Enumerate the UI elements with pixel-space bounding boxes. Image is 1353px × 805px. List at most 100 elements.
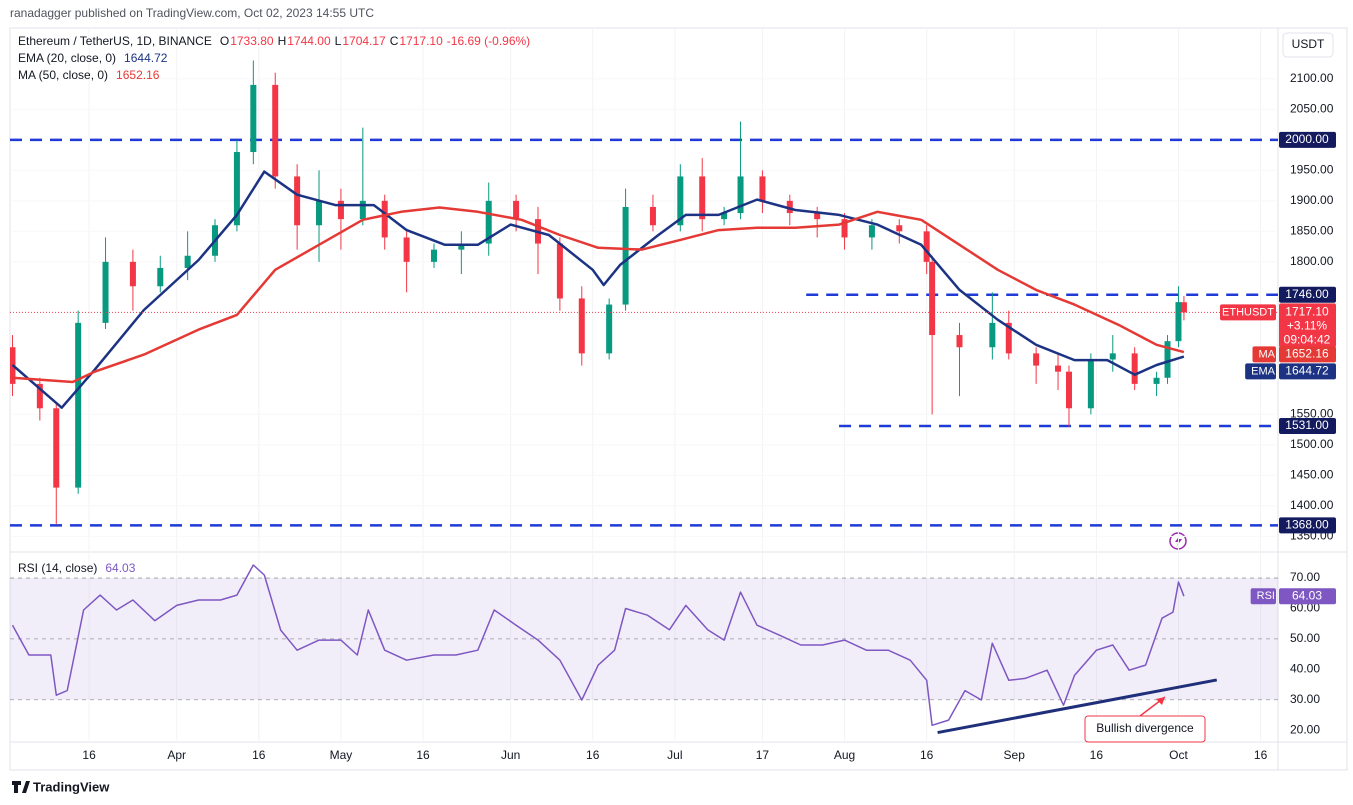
legend-text: Ethereum / TetherUS, 1D, BINANCE (18, 34, 212, 48)
candle-body (814, 213, 821, 220)
candle-body (737, 176, 744, 214)
indicator-tag-name-bg (1245, 363, 1276, 380)
candle-body (649, 206, 656, 226)
legend-text: 1704.17 (342, 34, 386, 48)
candle-body (250, 84, 257, 153)
y-tick-label: 30.00 (1290, 692, 1320, 706)
chart-frame (9, 27, 1348, 771)
candle-body (622, 206, 629, 305)
candle-body (759, 176, 766, 201)
level-tag-bg (1279, 131, 1336, 148)
indicator-tag-bg (1279, 346, 1336, 363)
level-tag-bg (1279, 286, 1336, 303)
legend-text: O (220, 34, 229, 48)
indicator-tag-name-bg (1252, 346, 1276, 363)
candle-body (1065, 371, 1072, 409)
candle-body (36, 383, 43, 409)
y-tick-label: 1550.00 (1290, 407, 1334, 421)
candle-body (316, 200, 323, 226)
tradingview-logo: TradingView (12, 779, 110, 794)
candle-body (1131, 353, 1138, 384)
legend-text: -16.69 (-0.96%) (447, 34, 530, 48)
x-tick-label: 17 (756, 748, 770, 762)
candle-body (184, 255, 191, 268)
trendline (937, 678, 1218, 735)
level-tag-bg (1279, 417, 1336, 434)
candle-body (381, 200, 388, 238)
y-tick-label: 1800.00 (1290, 254, 1334, 268)
legend-text: RSI (14, close) (18, 561, 97, 575)
candle-body (1087, 359, 1094, 409)
x-tick-label: 16 (1254, 748, 1268, 762)
y-tick-label: 20.00 (1290, 722, 1320, 736)
y-tick-label: 1500.00 (1290, 437, 1334, 451)
candle-body (606, 304, 613, 354)
level-tag: 1746.00 (1285, 287, 1329, 301)
plot-area (10, 28, 1278, 742)
y-tick-label: 2050.00 (1290, 101, 1334, 115)
level-tag: 1368.00 (1285, 518, 1329, 532)
candle-body (989, 322, 996, 348)
legend-text: H (278, 34, 287, 48)
annotation-text: Bullish divergence (1096, 721, 1194, 735)
candle-body (53, 408, 60, 488)
level-tag: 1531.00 (1285, 418, 1329, 432)
candle-body (1175, 302, 1182, 342)
published-note: ranadagger published on TradingView.com,… (10, 6, 374, 20)
legend-text: 64.03 (105, 561, 135, 575)
candle-body (896, 225, 903, 232)
legend-text: C (390, 34, 399, 48)
y-tick-label: 1400.00 (1290, 498, 1334, 512)
x-tick-label: 16 (416, 748, 430, 762)
candle-body (513, 200, 520, 220)
level-tag: 2000.00 (1285, 132, 1329, 146)
last-price-change: +3.11% (1287, 319, 1327, 333)
candle-body (1180, 302, 1187, 313)
y-tick-label: 50.00 (1290, 631, 1320, 645)
candle-body (1164, 341, 1171, 378)
candle-body (458, 243, 465, 250)
legend-text: L (335, 34, 342, 48)
candle-body (129, 261, 136, 287)
x-tick-label: Aug (834, 748, 855, 762)
legend-text: EMA (20, close, 0) (18, 51, 116, 65)
indicator-tag-name-bg (1250, 588, 1276, 605)
brand: TradingView (33, 779, 110, 794)
indicator-tag-name: EMA (1251, 365, 1276, 377)
indicator-tag-name: MA (1259, 348, 1276, 360)
x-tick-label: Jun (501, 748, 520, 762)
last-price-countdown: 09:04:42 (1284, 333, 1331, 347)
x-tick-label: 16 (1090, 748, 1104, 762)
currency[interactable]: USDT (1292, 37, 1325, 51)
legend-text: 1717.10 (399, 34, 443, 48)
candle-body (294, 176, 301, 226)
y-tick-label: 1450.00 (1290, 468, 1334, 482)
currency-button[interactable] (1282, 32, 1334, 58)
candle-body (1153, 377, 1160, 384)
indicator-tag-bg (1279, 363, 1336, 380)
legend-text: 1744.00 (287, 34, 331, 48)
legend-text: 1644.72 (124, 51, 168, 65)
candle-body (1033, 353, 1040, 366)
x-tick-label: Apr (167, 748, 186, 762)
candle-body (929, 261, 936, 336)
candle-body (485, 200, 492, 244)
candle-body (677, 176, 684, 226)
candle-body (337, 200, 344, 220)
y-tick-label: 70.00 (1290, 570, 1320, 584)
candle-body (868, 225, 875, 238)
candle-body (956, 335, 963, 348)
candle-body (359, 200, 366, 220)
level-tag-bg (1279, 517, 1336, 534)
x-tick-label: Oct (1169, 748, 1188, 762)
annotation-box (1084, 696, 1206, 743)
candle-body (403, 237, 410, 262)
y-tick-label: 1900.00 (1290, 193, 1334, 207)
legend-text: 1652.16 (116, 68, 160, 82)
candle-body (272, 84, 279, 177)
last-price-tag-bg (1279, 303, 1336, 348)
x-tick-label: 16 (586, 748, 600, 762)
candle-body (157, 267, 164, 287)
